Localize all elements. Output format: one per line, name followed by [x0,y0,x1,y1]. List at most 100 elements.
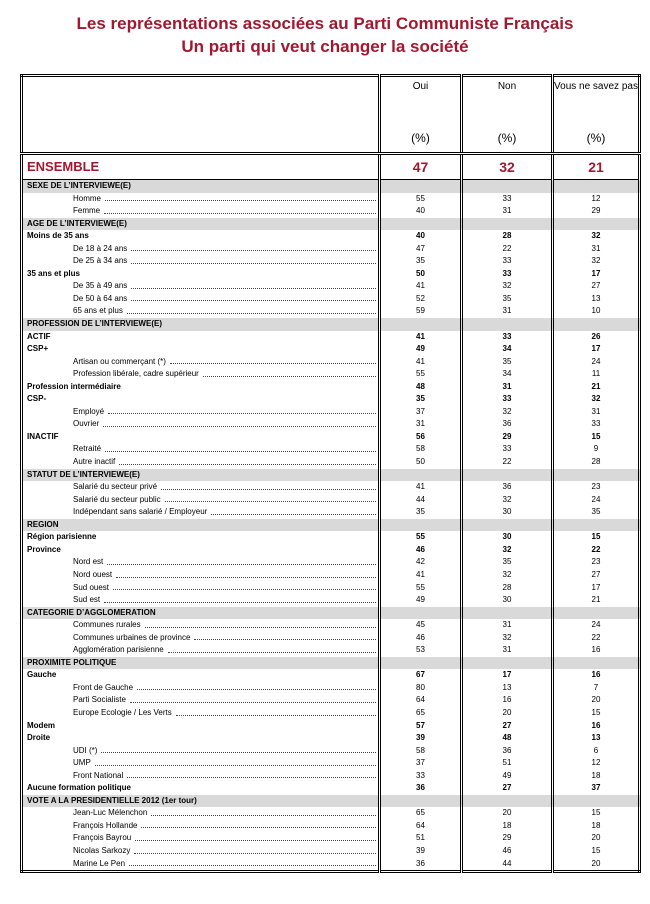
row-label-text: Femme [73,206,101,216]
value-oui [378,217,462,231]
value-nsp: 24 [551,619,640,632]
value-nsp: 22 [551,631,640,645]
value-non: 31 [460,380,553,394]
value-oui: 65 [378,807,462,820]
row-label-text: De 35 à 49 ans [73,281,128,291]
value-oui: 53 [378,644,462,657]
ensemble-label: ENSEMBLE [21,153,380,180]
row-label: De 35 à 49 ans [22,280,380,293]
dot-leader [104,594,376,603]
row-label-wrap: De 35 à 49 ans [73,280,378,293]
value-non: 20 [460,807,553,820]
value-oui: 31 [378,418,462,431]
table-row: UDI (*) 58 36 6 [22,744,640,758]
table-row: Employé 37 32 31 [22,405,640,419]
row-label: Indépendant sans salarié / Employeur [22,506,380,519]
row-label: François Hollande [22,820,380,833]
row-label: CATEGORIE D’AGGLOMERATION [21,606,380,620]
value-nsp: 20 [551,857,640,872]
dot-leader [141,820,376,829]
value-nsp: 7 [551,681,640,695]
header-unit: (%) [411,131,430,145]
value-oui: 58 [378,443,462,457]
value-nsp: 17 [551,581,640,595]
row-label: Artisan ou commerçant (*) [22,356,380,369]
table-row: Profession libérale, cadre supérieur 55 34… [22,368,640,381]
value-oui: 65 [378,706,462,720]
table-row: 35 ans et plus 50 33 17 [22,267,640,281]
value-oui: 41 [378,481,462,494]
section-header-row: SEXE DE L’INTERVIEWE(E) [21,179,640,193]
row-label-text: Communes rurales [73,620,141,630]
value-non: 32 [460,280,553,293]
dot-leader [135,832,376,841]
row-label-wrap: Homme [73,193,378,206]
table-row: Communes rurales 45 31 24 [22,619,640,632]
dot-leader [107,556,376,565]
row-label: Salarié du secteur public [22,494,380,507]
row-label: Sud ouest [22,582,380,595]
row-label: François Bayrou [22,832,380,845]
value-oui: 41 [378,355,462,369]
row-label-text: De 50 à 64 ans [73,293,128,303]
row-label-wrap: 65 ans et plus [73,305,378,318]
value-non [460,794,553,808]
row-label-wrap: Nord ouest [73,569,378,582]
value-oui: 40 [378,230,462,243]
row-label-wrap: Jean-Luc Mélenchon [73,807,378,820]
value-nsp: 23 [551,481,640,494]
row-label-wrap: De 50 à 64 ans [73,293,378,306]
section-header-row: CATEGORIE D’AGGLOMERATION [21,606,640,620]
value-non: 32 [460,543,553,557]
row-label-text: Front National [73,770,124,780]
value-nsp: 37 [551,782,640,795]
value-oui [378,318,462,331]
value-oui: 45 [378,619,462,632]
row-label-wrap: François Hollande [73,820,378,833]
row-label: Femme [22,205,380,218]
value-nsp: 27 [551,568,640,582]
row-label-text: Front de Gauche [73,682,134,692]
value-non: 22 [460,456,553,469]
value-nsp: 13 [551,292,640,306]
row-label-wrap: Agglomération parisienne [73,644,378,657]
row-label: PROFESSION DE L’INTERVIEWE(E) [21,318,380,331]
value-non: 32 [460,631,553,645]
row-label: De 18 à 24 ans [22,243,380,256]
value-nsp: 20 [551,694,640,707]
row-label: PROXIMITE POLITIQUE [21,656,380,670]
value-non: 32 [460,493,553,507]
row-label-text: Homme [73,193,102,203]
dot-leader [105,193,376,202]
table-row: Agglomération parisienne 53 31 16 [22,644,640,657]
table-row: ACTIF 41 33 26 [22,330,640,344]
row-label-wrap: Salarié du secteur public [73,494,378,507]
table-row: Femme 40 31 29 [22,205,640,218]
row-label: Jean-Luc Mélenchon [22,807,380,820]
dot-leader [101,745,376,754]
value-nsp: 18 [551,819,640,833]
row-label-text: Parti Socialiste [73,695,126,705]
dot-leader [131,243,376,252]
row-label: Nicolas Sarkozy [22,845,380,858]
value-oui: 36 [378,857,462,872]
row-label-text: Nicolas Sarkozy [73,845,131,855]
table-row: De 35 à 49 ans 41 32 27 [22,280,640,293]
row-label: Retraité [22,443,380,456]
value-nsp [551,606,640,620]
value-nsp: 21 [551,380,640,394]
dot-leader [127,770,376,779]
value-nsp: 12 [551,192,640,206]
value-non [460,217,553,231]
row-label: Modem [27,720,55,730]
value-non: 30 [460,506,553,519]
row-label-wrap: Ouvrier [73,418,378,431]
row-label-text: De 25 à 34 ans [73,256,128,266]
table-row: INACTIF 56 29 15 [22,430,640,444]
row-label-text: Autre inactif [73,457,116,467]
value-non: 32 [460,405,553,419]
value-nsp [551,794,640,808]
dot-leader [144,619,376,628]
value-oui: 44 [378,493,462,507]
value-non: 34 [460,343,553,356]
